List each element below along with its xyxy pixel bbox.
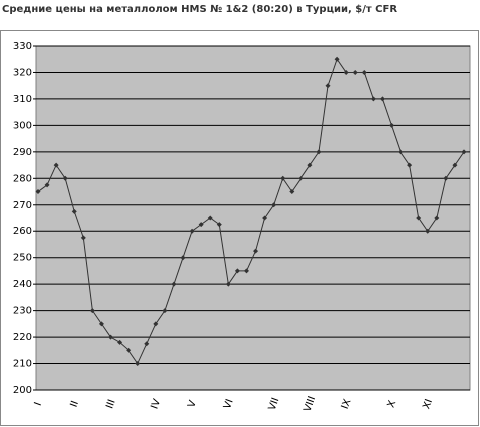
chart-title: Средние цены на металлолом HMS № 1&2 (80…: [2, 4, 397, 15]
x-tick-label: II: [69, 400, 81, 409]
data-point: [425, 228, 431, 234]
data-point: [398, 149, 404, 155]
data-point: [243, 268, 249, 274]
x-tick-label: IX: [340, 398, 354, 411]
data-point: [171, 281, 177, 287]
data-point: [343, 69, 349, 75]
x-tick-label: V: [186, 399, 199, 409]
x-tick-label: VIII: [303, 395, 319, 414]
data-point: [334, 56, 340, 62]
data-point: [434, 215, 440, 221]
y-tick-label: 250: [13, 253, 32, 264]
y-tick-label: 200: [13, 385, 32, 396]
data-point: [80, 235, 86, 241]
data-point: [189, 228, 195, 234]
x-tick-label: X: [386, 399, 399, 409]
data-line: [37, 58, 465, 365]
plot-area: [35, 45, 471, 391]
data-point: [271, 202, 277, 208]
x-tick-label: I: [33, 401, 44, 408]
data-point: [198, 222, 204, 228]
data-point: [180, 255, 186, 261]
y-tick-label: 300: [13, 120, 32, 131]
data-point: [253, 248, 259, 254]
data-point: [144, 341, 150, 347]
data-point: [262, 215, 268, 221]
data-point: [98, 321, 104, 327]
x-tick-label: IV: [149, 398, 163, 411]
y-tick-label: 310: [13, 94, 32, 105]
data-point: [416, 215, 422, 221]
data-point: [452, 162, 458, 168]
y-tick-label: 320: [13, 67, 32, 78]
data-point: [216, 222, 222, 228]
data-point: [379, 96, 385, 102]
data-point: [53, 162, 59, 168]
x-tick-label: XI: [421, 398, 435, 411]
data-point: [361, 69, 367, 75]
data-point: [316, 149, 322, 155]
data-point: [407, 162, 413, 168]
y-tick-label: 230: [13, 306, 32, 317]
data-point: [325, 83, 331, 89]
y-tick-label: 290: [13, 147, 32, 158]
data-point: [234, 268, 240, 274]
y-tick-label: 260: [13, 226, 32, 237]
data-point: [225, 281, 231, 287]
data-point: [207, 215, 213, 221]
data-point: [62, 175, 68, 181]
data-point: [89, 308, 95, 314]
data-point: [298, 175, 304, 181]
data-point: [289, 189, 295, 195]
data-point: [388, 122, 394, 128]
data-point: [117, 339, 123, 345]
y-tick-label: 240: [13, 279, 32, 290]
data-point: [280, 175, 286, 181]
data-point: [352, 69, 358, 75]
data-point: [370, 96, 376, 102]
data-point: [44, 182, 50, 188]
y-tick-label: 280: [13, 173, 32, 184]
data-point: [443, 175, 449, 181]
data-point: [162, 308, 168, 314]
data-point: [35, 189, 41, 195]
data-point: [461, 149, 467, 155]
y-tick-label: 220: [13, 332, 32, 343]
x-tick-label: VI: [222, 398, 236, 411]
x-tick-label: III: [104, 398, 117, 410]
x-tick-label: VII: [267, 396, 282, 412]
data-point: [307, 162, 313, 168]
data-point: [135, 361, 141, 367]
data-point: [153, 321, 159, 327]
y-tick-label: 330: [13, 41, 32, 52]
data-point: [71, 208, 77, 214]
y-tick-label: 270: [13, 200, 32, 211]
y-tick-label: 210: [13, 359, 32, 370]
data-point: [108, 334, 114, 340]
data-point: [126, 347, 132, 353]
